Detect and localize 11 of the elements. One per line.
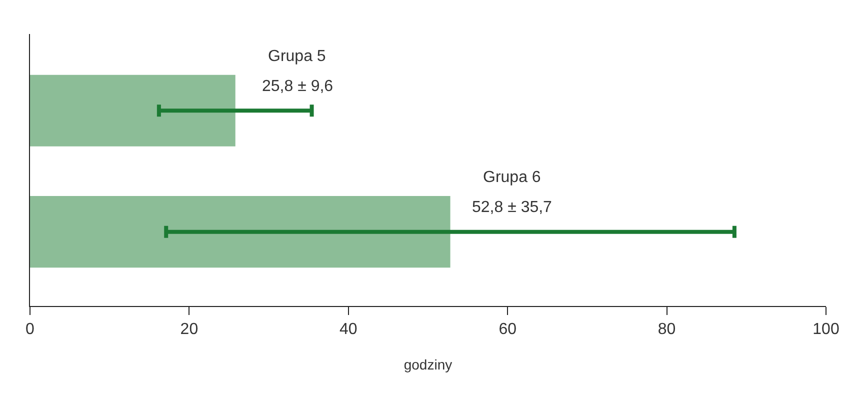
y-tick-label: Grupa 6 [483, 169, 541, 186]
x-tick-label: 40 [340, 321, 358, 338]
x-tick-label: 20 [180, 321, 198, 338]
data-label: 25,8 ± 9,6 [262, 78, 334, 95]
x-tick-label: 0 [26, 321, 35, 338]
data-label: 52,8 ± 35,7 [472, 199, 552, 216]
x-tick-label: 80 [658, 321, 676, 338]
x-tick-label: 100 [812, 321, 840, 338]
x-axis-title: godziny [404, 356, 452, 372]
y-tick-label: Grupa 5 [268, 48, 326, 65]
x-tick-label: 60 [498, 321, 517, 338]
